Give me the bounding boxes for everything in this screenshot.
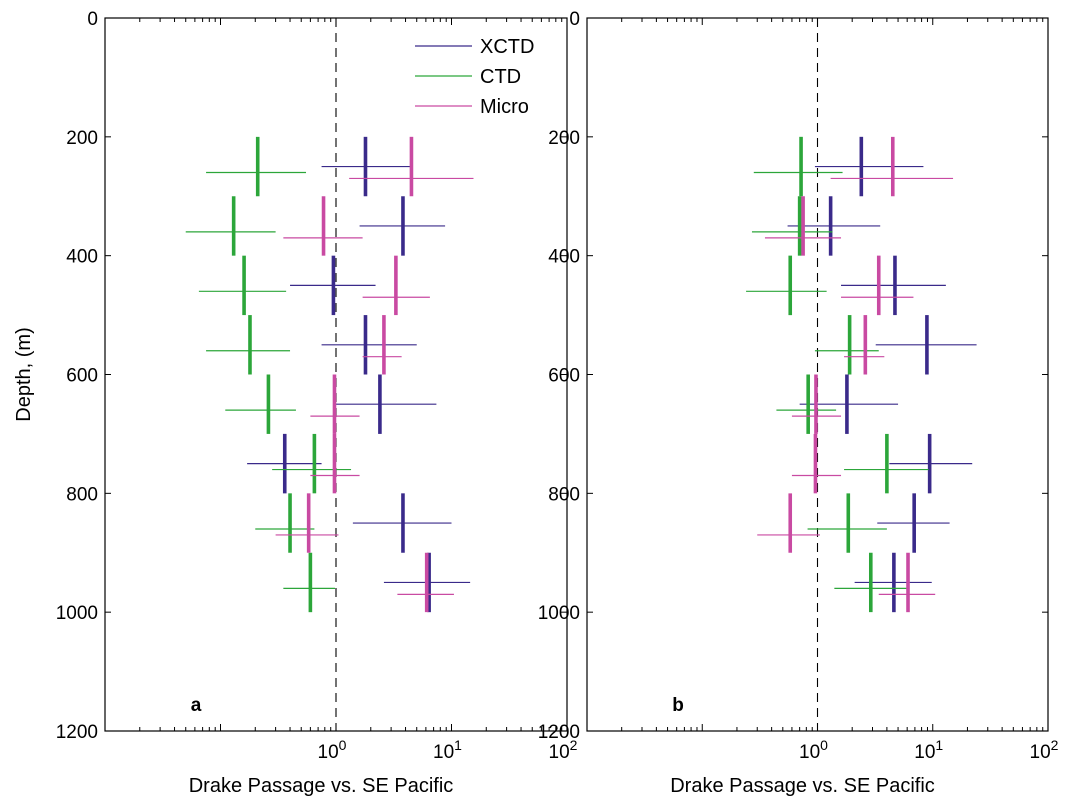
y-tick-label: 200	[548, 128, 580, 149]
legend-label: Micro	[480, 96, 529, 118]
y-tick-label: 1200	[538, 722, 580, 743]
series-xctd	[247, 136, 471, 613]
y-tick-label: 0	[87, 9, 98, 30]
x-tick-label: 101	[914, 737, 943, 763]
legend: XCTD CTD Micro	[415, 36, 534, 118]
x-axis-label: Drake Passage vs. SE Pacific	[189, 775, 454, 797]
y-tick-label: 800	[548, 484, 580, 505]
legend-label: XCTD	[480, 36, 534, 58]
series-micro	[757, 136, 954, 613]
y-tick-label: 400	[66, 247, 98, 268]
y-axis-label: Depth, (m)	[13, 327, 35, 421]
y-tick-label: 1000	[56, 603, 98, 624]
x-tick-label: 100	[799, 737, 828, 763]
y-tick-label: 800	[66, 484, 98, 505]
x-tick-label: 101	[433, 737, 462, 763]
series-ctd	[185, 136, 352, 613]
panel-b: 0 200 400 600 800 1000 1200 100 101 102 b Drake Pas…	[538, 9, 1059, 797]
y-tick-label: 0	[569, 9, 580, 30]
y-tick-label: 1000	[538, 603, 580, 624]
y-tick-label: 1200	[56, 722, 98, 743]
y-tick-label: 200	[66, 128, 98, 149]
legend-label: CTD	[480, 66, 521, 88]
series-ctd	[746, 136, 929, 613]
y-tick-label: 400	[548, 247, 580, 268]
panel-letter: a	[191, 695, 202, 716]
x-tick-label: 102	[1030, 737, 1059, 763]
panel-letter: b	[672, 695, 684, 716]
series-micro	[275, 136, 474, 613]
x-tick-label: 100	[318, 737, 347, 763]
y-tick-label: 600	[548, 366, 580, 387]
x-axis-label: Drake Passage vs. SE Pacific	[670, 775, 935, 797]
y-tick-label: 600	[66, 366, 98, 387]
